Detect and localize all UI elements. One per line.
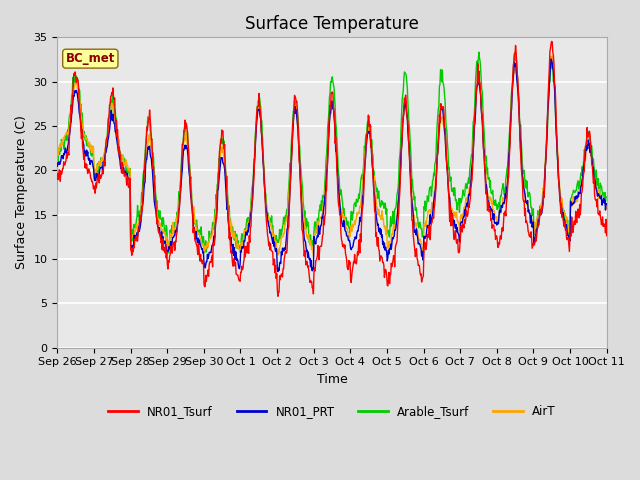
- NR01_PRT: [378, 234, 385, 240]
- AirT: [54, 149, 61, 155]
- NR01_PRT: [54, 163, 61, 169]
- Title: Surface Temperature: Surface Temperature: [245, 15, 419, 33]
- AirT: [585, 139, 593, 144]
- NR01_Tsurf: [548, 38, 556, 44]
- NR01_PRT: [585, 143, 593, 148]
- NR01_Tsurf: [282, 248, 290, 254]
- Arable_Tsurf: [156, 211, 163, 216]
- Line: NR01_Tsurf: NR01_Tsurf: [58, 41, 607, 296]
- AirT: [282, 219, 289, 225]
- Text: BC_met: BC_met: [66, 52, 115, 65]
- AirT: [80, 131, 88, 137]
- NR01_PRT: [547, 56, 555, 62]
- Arable_Tsurf: [164, 250, 172, 256]
- NR01_Tsurf: [577, 212, 584, 218]
- Arable_Tsurf: [475, 49, 483, 55]
- NR01_PRT: [282, 240, 290, 246]
- NR01_PRT: [80, 142, 88, 148]
- NR01_PRT: [274, 269, 282, 275]
- NR01_Tsurf: [274, 293, 282, 299]
- NR01_PRT: [577, 191, 584, 197]
- NR01_Tsurf: [378, 254, 385, 260]
- AirT: [310, 253, 317, 259]
- NR01_Tsurf: [603, 233, 611, 239]
- Arable_Tsurf: [282, 215, 290, 220]
- AirT: [549, 53, 557, 59]
- X-axis label: Time: Time: [317, 373, 348, 386]
- NR01_Tsurf: [80, 156, 88, 162]
- NR01_PRT: [156, 225, 163, 230]
- Arable_Tsurf: [577, 176, 584, 182]
- Legend: NR01_Tsurf, NR01_PRT, Arable_Tsurf, AirT: NR01_Tsurf, NR01_PRT, Arable_Tsurf, AirT: [104, 400, 561, 422]
- NR01_Tsurf: [585, 131, 593, 137]
- Line: AirT: AirT: [58, 56, 607, 256]
- Line: NR01_PRT: NR01_PRT: [58, 59, 607, 272]
- Arable_Tsurf: [585, 133, 593, 139]
- Line: Arable_Tsurf: Arable_Tsurf: [58, 52, 607, 253]
- Y-axis label: Surface Temperature (C): Surface Temperature (C): [15, 116, 28, 269]
- NR01_Tsurf: [54, 171, 61, 177]
- Arable_Tsurf: [54, 145, 61, 151]
- NR01_PRT: [603, 201, 611, 207]
- AirT: [577, 185, 584, 191]
- AirT: [156, 223, 163, 228]
- Arable_Tsurf: [378, 198, 385, 204]
- Arable_Tsurf: [80, 131, 88, 136]
- AirT: [378, 216, 385, 221]
- NR01_Tsurf: [156, 231, 163, 237]
- Arable_Tsurf: [603, 194, 611, 200]
- AirT: [603, 206, 611, 212]
